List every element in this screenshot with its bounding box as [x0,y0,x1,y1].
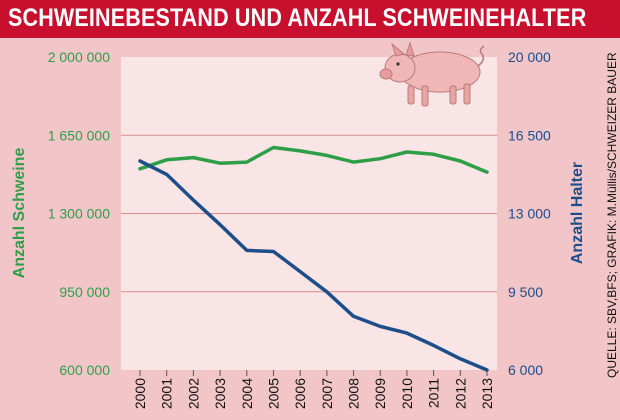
x-tick-label: 2010 [399,378,415,409]
right-axis: 6 000 9 500 13 000 16 500 20 000 [508,49,551,378]
x-tick-label: 2001 [159,378,175,409]
x-tick-label: 2008 [346,378,362,409]
grid-lines [121,134,497,293]
source-credit: QUELLE: SBV,BFS; GRAFIK: M.Müllis/SCHWEI… [605,52,619,378]
left-tick-label: 1 650 000 [48,127,110,143]
right-tick-label: 16 500 [508,127,551,143]
right-axis-label: Anzahl Halter [569,162,586,264]
left-axis-label: Anzahl Schweine [11,148,28,279]
x-tick-label: 2011 [426,378,442,408]
series-group [138,145,489,372]
x-tick-label: 2012 [452,378,468,409]
left-axis: 600 000 950 000 1 300 000 1 650 000 2 000 00… [48,49,111,378]
left-tick-label: 600 000 [59,362,110,378]
x-tick-label: 2009 [372,378,388,409]
left-tick-label: 950 000 [59,284,110,300]
x-tick-label: 2004 [239,378,255,409]
title-bar: SCHWEINEBESTAND UND ANZAHL SCHWEINEHALTE… [0,0,620,38]
x-tick-label: 2002 [185,378,201,409]
x-tick-label: 2013 [479,378,495,409]
series-line-halter [138,159,489,372]
x-axis: 2000 2001 2002 2003 2004 2005 2006 2007 2008 2009… [132,370,495,409]
right-tick-label: 13 000 [508,206,551,222]
x-tick-label: 2007 [319,378,335,409]
chart-title: SCHWEINEBESTAND UND ANZAHL SCHWEINEHALTE… [8,4,587,32]
right-tick-label: 20 000 [508,49,551,65]
x-tick-label: 2006 [292,378,308,409]
series-line-schweine [138,145,489,174]
x-tick-label: 2000 [132,378,148,409]
left-tick-label: 2 000 000 [48,49,110,65]
right-tick-label: 9 500 [508,284,543,300]
pig-icon [379,41,485,107]
left-tick-label: 1 300 000 [48,206,110,222]
x-tick-label: 2005 [265,378,281,409]
right-tick-label: 6 000 [508,362,543,378]
x-tick-label: 2003 [212,378,228,409]
